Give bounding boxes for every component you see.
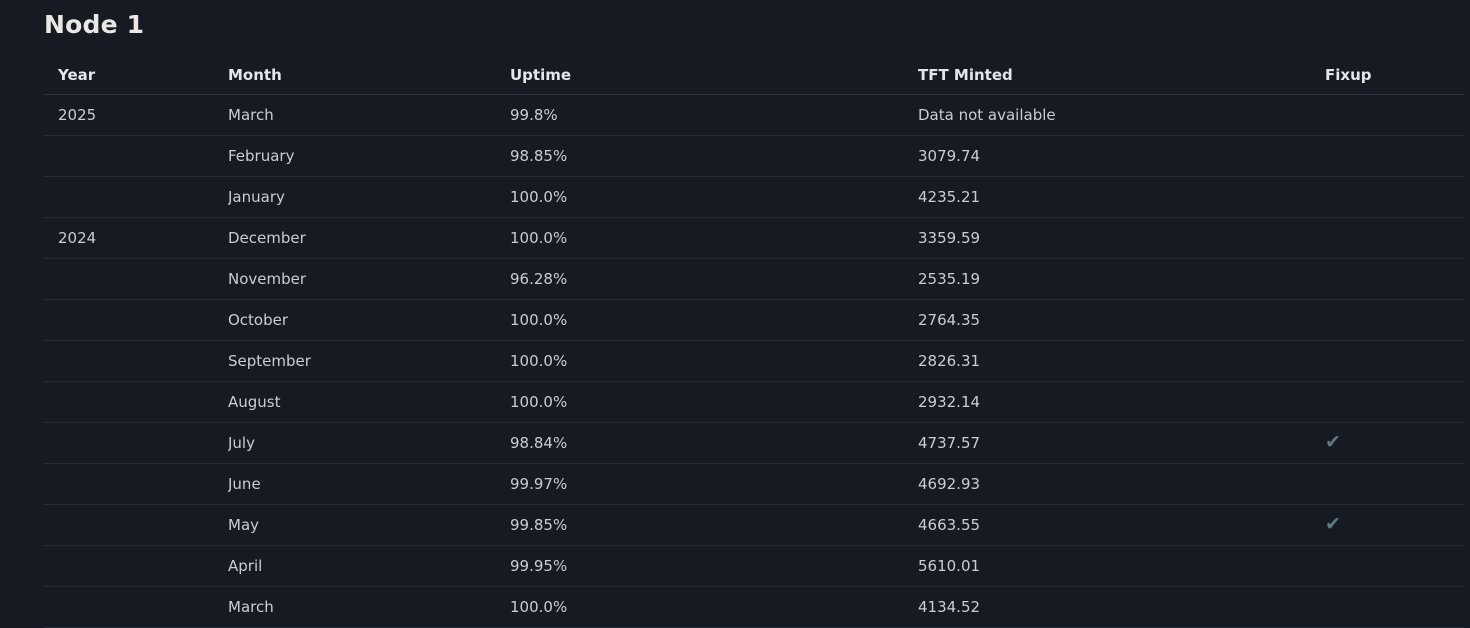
fixup-check-icon: ✔ [1325, 515, 1341, 535]
cell-uptime: 99.85% [510, 516, 568, 534]
cell-fixup [1325, 598, 1464, 616]
cell-fixup [1325, 229, 1464, 247]
column-header-uptime: Uptime [510, 65, 572, 84]
cell-fixup [1325, 352, 1464, 370]
cell-month: October [228, 311, 289, 329]
cell-month: April [228, 557, 263, 575]
cell-fixup [1325, 311, 1464, 329]
cell-fixup: ✔ [1325, 434, 1464, 453]
cell-uptime: 100.0% [510, 188, 568, 206]
cell-uptime: 98.84% [510, 434, 568, 452]
cell-uptime: 98.85% [510, 147, 568, 165]
cell-tft-minted: 4663.55 [918, 516, 981, 534]
column-header-fixup: Fixup [1325, 65, 1372, 84]
cell-month: August [228, 393, 281, 411]
cell-fixup [1325, 147, 1464, 165]
cell-fixup [1325, 475, 1464, 493]
cell-uptime: 100.0% [510, 311, 568, 329]
cell-tft-minted: 3359.59 [918, 229, 981, 247]
table-row: August 100.0% 2932.14 [44, 382, 1464, 423]
column-header-tft-minted: TFT Minted [918, 65, 1013, 84]
table-row: January 100.0% 4235.21 [44, 177, 1464, 218]
table-row: November 96.28% 2535.19 [44, 259, 1464, 300]
table-row: 2024 December 100.0% 3359.59 [44, 218, 1464, 259]
cell-tft-minted: 2826.31 [918, 352, 981, 370]
cell-fixup [1325, 106, 1464, 124]
cell-fixup: ✔ [1325, 516, 1464, 535]
column-header-month: Month [228, 65, 282, 84]
table-row: October 100.0% 2764.35 [44, 300, 1464, 341]
cell-tft-minted: 4692.93 [918, 475, 981, 493]
table-row: June 99.97% 4692.93 [44, 464, 1464, 505]
cell-month: January [228, 188, 285, 206]
cell-uptime: 100.0% [510, 229, 568, 247]
column-header-year: Year [58, 65, 96, 84]
cell-tft-minted: Data not available [918, 106, 1056, 124]
page-title: Node 1 [44, 10, 145, 39]
cell-tft-minted: 5610.01 [918, 557, 981, 575]
cell-month: February [228, 147, 295, 165]
cell-tft-minted: 4235.21 [918, 188, 981, 206]
cell-fixup [1325, 270, 1464, 288]
table-row: March 100.0% 4134.52 [44, 587, 1464, 628]
table-header: Year Month Uptime TFT Minted Fixup [44, 55, 1464, 95]
table-row: April 99.95% 5610.01 [44, 546, 1464, 587]
cell-uptime: 100.0% [510, 352, 568, 370]
cell-uptime: 100.0% [510, 393, 568, 411]
cell-tft-minted: 3079.74 [918, 147, 981, 165]
fixup-check-icon: ✔ [1325, 433, 1341, 453]
cell-month: March [228, 106, 274, 124]
cell-month: September [228, 352, 311, 370]
cell-month: June [228, 475, 261, 493]
cell-tft-minted: 2535.19 [918, 270, 981, 288]
cell-fixup [1325, 557, 1464, 575]
cell-fixup [1325, 188, 1464, 206]
cell-year: 2024 [58, 229, 97, 247]
cell-month: December [228, 229, 306, 247]
table-body: 2025 March 99.8% Data not available Febr… [44, 95, 1464, 628]
cell-uptime: 99.8% [510, 106, 558, 124]
cell-uptime: 96.28% [510, 270, 568, 288]
cell-month: March [228, 598, 274, 616]
cell-uptime: 99.95% [510, 557, 568, 575]
table-row: February 98.85% 3079.74 [44, 136, 1464, 177]
cell-uptime: 99.97% [510, 475, 568, 493]
table-row: May 99.85% 4663.55 ✔ [44, 505, 1464, 546]
cell-tft-minted: 4737.57 [918, 434, 981, 452]
table-row: September 100.0% 2826.31 [44, 341, 1464, 382]
cell-tft-minted: 4134.52 [918, 598, 981, 616]
node-minting-table: Year Month Uptime TFT Minted Fixup 2025 … [44, 55, 1464, 628]
cell-month: July [228, 434, 255, 452]
cell-tft-minted: 2764.35 [918, 311, 981, 329]
table-row: 2025 March 99.8% Data not available [44, 95, 1464, 136]
cell-tft-minted: 2932.14 [918, 393, 981, 411]
cell-uptime: 100.0% [510, 598, 568, 616]
table-row: July 98.84% 4737.57 ✔ [44, 423, 1464, 464]
cell-month: November [228, 270, 307, 288]
cell-month: May [228, 516, 260, 534]
cell-fixup [1325, 393, 1464, 411]
cell-year: 2025 [58, 106, 97, 124]
